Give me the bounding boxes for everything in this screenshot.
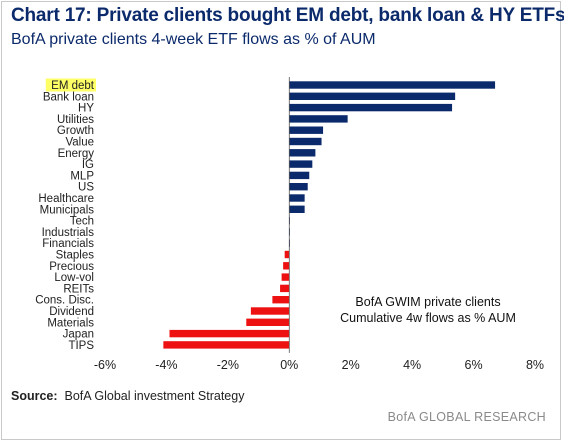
brand-footer: BofA GLOBAL RESEARCH	[387, 410, 546, 424]
category-label: Precious	[49, 261, 94, 273]
x-tick-label: 4%	[403, 358, 421, 372]
category-label: Municipals	[40, 204, 95, 216]
category-label: HY	[78, 103, 94, 115]
bar	[250, 307, 290, 315]
x-tick-label: -2%	[217, 358, 239, 372]
category-label: IG	[82, 159, 94, 171]
bar	[289, 126, 324, 134]
bar	[163, 341, 290, 349]
x-tick-label: 6%	[465, 358, 483, 372]
category-label: Energy	[58, 148, 95, 160]
category-label: Financials	[42, 238, 94, 250]
bar	[283, 262, 290, 270]
bar	[284, 250, 290, 259]
bar	[289, 160, 313, 168]
category-label: Growth	[57, 125, 94, 137]
chart-annotation-line: Cumulative 4w flows as % AUM	[340, 311, 516, 325]
category-label: Low-vol	[54, 272, 94, 284]
category-label: TIPS	[68, 340, 94, 352]
source-text: BofA Global investment Strategy	[64, 389, 245, 403]
category-label: Industrials	[42, 227, 95, 239]
bar	[169, 329, 290, 338]
bar	[289, 115, 348, 123]
bar	[289, 194, 305, 202]
category-label: Utilities	[57, 114, 94, 126]
bar	[281, 273, 290, 281]
category-label: Healthcare	[38, 193, 94, 205]
bar	[280, 284, 290, 293]
bar	[289, 183, 308, 191]
category-label: Japan	[63, 329, 94, 341]
category-label: Dividend	[49, 306, 94, 318]
x-tick-label: -6%	[94, 358, 116, 372]
category-label: Tech	[70, 216, 94, 228]
x-tick-label: 0%	[280, 358, 298, 372]
category-label: Cons. Disc.	[35, 295, 94, 307]
bar	[289, 81, 496, 89]
chart-annotation-line: BofA GWIM private clients	[355, 295, 500, 309]
category-label: EM debt	[51, 80, 95, 92]
bar	[289, 149, 316, 157]
category-label: Staples	[56, 250, 95, 262]
bar	[289, 103, 453, 112]
bar	[246, 318, 290, 326]
category-label: Materials	[47, 317, 94, 329]
bar	[272, 296, 290, 304]
chart-subtitle: BofA private clients 4-week ETF flows as…	[11, 31, 376, 48]
bar	[289, 205, 305, 213]
category-label: Value	[65, 137, 94, 149]
x-tick-label: 8%	[526, 358, 544, 372]
category-label: US	[78, 182, 94, 194]
x-tick-label: -4%	[155, 358, 177, 372]
x-tick-label: 2%	[342, 358, 360, 372]
bar	[289, 137, 322, 146]
source-note: Source: BofA Global investment Strategy	[11, 389, 244, 403]
category-label: Bank loan	[43, 91, 94, 103]
source-label: Source:	[11, 389, 58, 403]
category-label: REITs	[63, 283, 94, 295]
bar	[289, 92, 456, 100]
bar	[289, 171, 310, 180]
category-highlight	[45, 78, 96, 92]
category-label: MLP	[70, 170, 94, 182]
chart-title: Chart 17: Private clients bought EM debt…	[11, 5, 564, 26]
